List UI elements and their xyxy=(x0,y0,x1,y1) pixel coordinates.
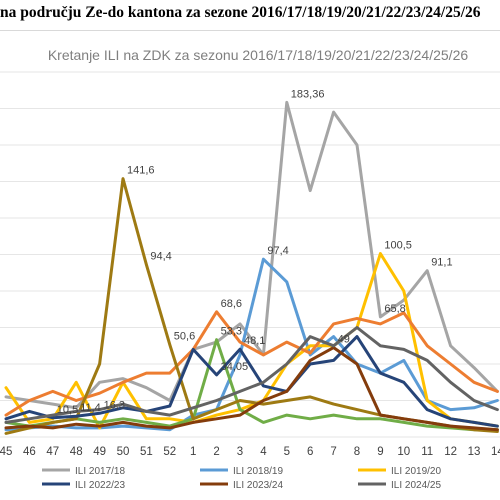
x-tick-label: 47 xyxy=(46,446,59,458)
series-line-ili-2022-23 xyxy=(4,335,499,428)
ili-line-chart: Kretanje ILI na ZDK za sezonu 2016/17/18… xyxy=(0,47,500,491)
series-line-ili-2024-25 xyxy=(4,326,499,424)
data-label: 100,5 xyxy=(384,240,412,252)
x-tick-label: 13 xyxy=(468,446,481,458)
x-tick-label: 2 xyxy=(213,446,219,458)
data-label: 48,1 xyxy=(244,335,265,347)
legend-label: ILI 2017/18 xyxy=(75,466,125,477)
legend-label: ILI 2023/24 xyxy=(233,480,283,491)
data-label: 94,4 xyxy=(150,251,171,263)
x-tick-label: 48 xyxy=(70,446,83,458)
legend-label: ILI 2019/20 xyxy=(391,466,441,477)
x-tick-label: 50 xyxy=(117,446,130,458)
series-line-ili-2020-21 xyxy=(4,310,499,417)
x-tick-label: 12 xyxy=(444,446,457,458)
series-line-ili-2018-19 xyxy=(4,257,499,432)
x-tick-label: 4 xyxy=(260,446,267,458)
divider xyxy=(0,30,500,31)
x-tick-label: 51 xyxy=(140,446,153,458)
x-tick-label: 6 xyxy=(307,446,313,458)
x-tick-label: 9 xyxy=(377,446,383,458)
x-tick-label: 5 xyxy=(284,446,290,458)
data-label: 34,05 xyxy=(221,361,249,373)
series-line-ili-2021-22 xyxy=(4,338,499,432)
x-tick-label: 8 xyxy=(354,446,360,458)
x-tick-label: 49 xyxy=(93,446,106,458)
x-tick-label: 7 xyxy=(330,446,336,458)
data-label: 65,8 xyxy=(384,303,405,315)
data-label: 11,4 xyxy=(80,402,101,414)
legend-label: ILI 2018/19 xyxy=(233,466,283,477)
x-tick-label: 14 xyxy=(491,446,500,458)
data-label: 97,4 xyxy=(267,245,288,257)
series-lines xyxy=(4,100,499,435)
data-labels: 183,36 141,6 100,5 97,4 94,4 91,1 68,6 65,8 53,3… xyxy=(57,88,453,415)
data-label: 10,5 xyxy=(57,404,78,416)
series-line-ili-2023-24 xyxy=(4,346,499,432)
data-label: 53,3 xyxy=(221,326,242,338)
legend: ILI 2017/18 ILI 2018/19 ILI 2019/20 ILI 202… xyxy=(42,466,441,491)
data-label: 91,1 xyxy=(431,257,452,269)
data-label: 183,36 xyxy=(291,88,325,100)
data-label: 16,3 xyxy=(104,399,125,411)
page-title-text: na području Ze-do kantona za sezone 2016… xyxy=(0,4,481,21)
x-tick-label: 10 xyxy=(397,446,410,458)
legend-label: ILI 2022/23 xyxy=(75,480,125,491)
x-tick-label: 1 xyxy=(190,446,196,458)
x-tick-label: 11 xyxy=(421,446,433,458)
x-axis: 45464748495051521234567891011121314 xyxy=(0,446,500,458)
x-tick-label: 52 xyxy=(163,446,176,458)
x-tick-label: 3 xyxy=(237,446,243,458)
data-label: 49 xyxy=(338,334,350,346)
x-tick-label: 46 xyxy=(23,446,36,458)
chart-title: Kretanje ILI na ZDK za sezonu 2016/17/18… xyxy=(48,47,469,63)
data-label: 50,6 xyxy=(174,331,195,343)
series-line-ili-2019-20 xyxy=(4,252,499,430)
series-line-ili-2017-18 xyxy=(4,100,499,410)
x-tick-label: 45 xyxy=(0,446,12,458)
legend-label: ILI 2024/25 xyxy=(391,480,441,491)
data-label: 141,6 xyxy=(127,165,155,177)
data-label: 68,6 xyxy=(221,298,242,310)
page-title: na području Ze-do kantona za sezone 2016… xyxy=(0,4,500,26)
